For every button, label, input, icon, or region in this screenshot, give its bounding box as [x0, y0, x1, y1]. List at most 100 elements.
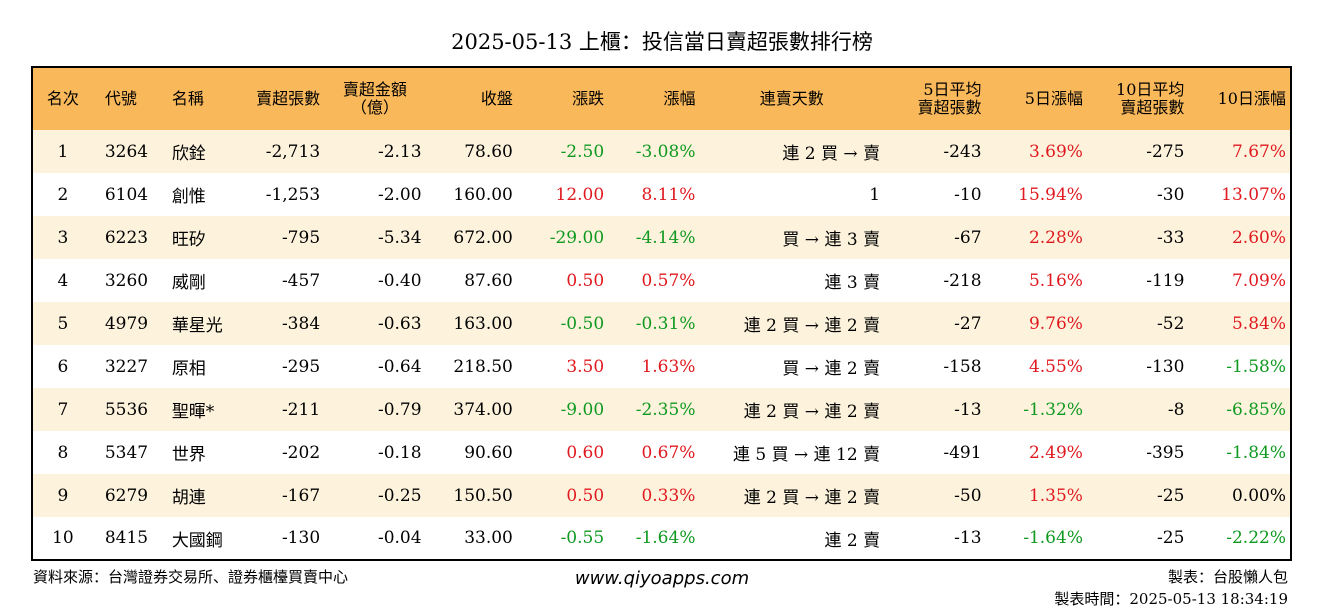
cell-sell-shares: -167 [281, 485, 321, 506]
cell-avg10: -52 [1157, 313, 1185, 334]
cell-rank: 6 [57, 356, 69, 377]
cell-avg10: -130 [1146, 356, 1185, 377]
cell-avg10: -25 [1157, 485, 1185, 506]
header-avg5-line2: 賣超張數 [917, 98, 982, 117]
cell-sell-shares: -295 [281, 356, 321, 377]
cell-name: 原相 [171, 359, 206, 379]
header-sell-shares: 賣超張數 [256, 89, 321, 108]
cell-change-pct: -0.31% [635, 313, 696, 334]
cell-close: 87.60 [464, 270, 513, 291]
cell-code: 8415 [104, 528, 149, 548]
cell-name: 創惟 [171, 187, 206, 207]
cell-sell-amount: -0.18 [377, 442, 422, 463]
table-row: 4 3260 威剛 -457 -0.40 87.60 0.50 0.57% 連 3 賣 -218 5… [32, 259, 1291, 302]
cell-code: 6223 [104, 227, 149, 248]
cell-change: 3.50 [566, 356, 605, 377]
table-row: 3 6223 旺矽 -795 -5.34 672.00 -29.00 -4.14% 買 → 連 … [32, 216, 1291, 259]
header-pct5: 5日漲幅 [1024, 89, 1083, 108]
table-row: 5 4979 華星光 -384 -0.63 163.00 -0.50 -0.31% 連 2 買 … [32, 302, 1291, 345]
footer-meta: 製表：台股懶人包 製表時間：2025-05-13 18:34:19 [1054, 566, 1288, 610]
cell-pct5: 1.35% [1028, 485, 1083, 506]
cell-avg10: -25 [1157, 528, 1185, 548]
cell-name: 大國鋼 [171, 530, 223, 551]
cell-sell-shares: -211 [281, 399, 321, 420]
cell-change: 0.50 [566, 270, 605, 291]
cell-change-pct: 0.57% [641, 270, 696, 291]
cell-code: 4979 [104, 313, 149, 334]
cell-sell-amount: -2.00 [377, 184, 422, 205]
header-avg5-line1: 5日平均 [923, 80, 982, 99]
header-avg10-line1: 10日平均 [1116, 80, 1185, 99]
cell-close: 218.50 [453, 356, 513, 377]
cell-sell-shares: -384 [281, 313, 321, 334]
cell-streak: 連 2 買 → 連 2 賣 [743, 402, 881, 422]
table-row: 7 5536 聖暉* -211 -0.79 374.00 -9.00 -2.35% 連 2 買 … [32, 388, 1291, 431]
cell-pct5: 15.94% [1018, 184, 1083, 205]
cell-sell-shares: -457 [281, 270, 321, 291]
header-sell-amount: 賣超金額 （億） [324, 67, 425, 130]
table-row: 10 8415 大國鋼 -130 -0.04 33.00 -0.55 -1.64% 連 2 賣 -… [32, 517, 1291, 560]
cell-change-pct: -1.64% [635, 528, 696, 548]
cell-avg5: -10 [954, 184, 982, 205]
table-maker: 製表：台股懶人包 [1167, 568, 1288, 586]
cell-name: 世界 [171, 445, 206, 465]
cell-close: 160.00 [453, 184, 513, 205]
cell-avg5: -27 [954, 313, 982, 334]
cell-change: -0.55 [560, 528, 605, 548]
cell-close: 163.00 [453, 313, 513, 334]
cell-close: 150.50 [453, 485, 513, 506]
cell-change: 0.60 [566, 442, 605, 463]
header-close: 收盤 [480, 89, 513, 108]
cell-rank: 7 [57, 399, 69, 420]
cell-avg10: -395 [1146, 442, 1185, 463]
cell-streak: 連 2 賣 [824, 530, 881, 551]
cell-pct10: 7.09% [1231, 270, 1286, 291]
cell-code: 3264 [104, 141, 149, 162]
cell-code: 5536 [104, 399, 149, 420]
cell-streak: 連 2 買 → 連 2 賣 [743, 316, 881, 336]
cell-pct5: 2.49% [1028, 442, 1083, 463]
cell-rank: 2 [57, 184, 69, 205]
cell-name: 胡連 [171, 488, 206, 508]
cell-change: -2.50 [560, 141, 605, 162]
cell-streak: 連 5 買 → 連 12 賣 [732, 445, 881, 465]
website-link[interactable]: www.qiyoapps.com [574, 568, 750, 589]
table-row: 1 3264 欣銓 -2,713 -2.13 78.60 -2.50 -3.08% 連 2 買 … [32, 130, 1291, 173]
cell-name: 聖暉* [171, 402, 215, 422]
cell-avg5: -158 [943, 356, 982, 377]
cell-pct5: 9.76% [1028, 313, 1083, 334]
table-row: 6 3227 原相 -295 -0.64 218.50 3.50 1.63% 買 → 連 2 賣… [32, 345, 1291, 388]
cell-sell-amount: -0.04 [377, 528, 422, 548]
cell-avg5: -243 [943, 141, 982, 162]
cell-streak: 買 → 連 2 賣 [782, 359, 881, 379]
cell-sell-amount: -0.40 [377, 270, 422, 291]
cell-sell-amount: -5.34 [377, 227, 422, 248]
ranking-table: 名次 代號 名稱 賣超張數 賣超金額 （億） 收盤 漲跌 漲幅 連賣天數 5日平均… [31, 66, 1292, 561]
cell-streak: 連 2 買 → 賣 [782, 144, 881, 164]
cell-change: 0.50 [566, 485, 605, 506]
header-rank: 名次 [46, 89, 79, 108]
made-time: 製表時間：2025-05-13 18:34:19 [1054, 590, 1288, 608]
cell-pct10: 0.00% [1231, 485, 1286, 506]
cell-avg5: -491 [943, 442, 982, 463]
header-sell-amount-line1: 賣超金額 [342, 80, 407, 99]
table-header-row: 名次 代號 名稱 賣超張數 賣超金額 （億） 收盤 漲跌 漲幅 連賣天數 5日平均… [32, 67, 1291, 130]
header-change: 漲跌 [572, 89, 605, 108]
cell-close: 672.00 [453, 227, 513, 248]
cell-sell-amount: -2.13 [377, 141, 422, 162]
cell-streak: 連 3 賣 [824, 273, 881, 293]
cell-pct5: 4.55% [1028, 356, 1083, 377]
cell-change: -9.00 [560, 399, 605, 420]
table-row: 8 5347 世界 -202 -0.18 90.60 0.60 0.67% 連 5 買 → 連 … [32, 431, 1291, 474]
table-row: 9 6279 胡連 -167 -0.25 150.50 0.50 0.33% 連 2 買 → 連… [32, 474, 1291, 517]
cell-streak: 1 [869, 184, 881, 205]
cell-streak: 買 → 連 3 賣 [782, 230, 881, 250]
header-avg10: 10日平均 賣超張數 [1087, 67, 1188, 130]
cell-sell-shares: -2,713 [265, 141, 321, 162]
cell-pct10: -1.84% [1226, 442, 1286, 463]
header-sell-amount-line2: （億） [350, 98, 399, 117]
cell-avg5: -67 [954, 227, 982, 248]
header-avg10-line2: 賣超張數 [1120, 98, 1185, 117]
header-code: 代號 [104, 89, 137, 108]
cell-change: 12.00 [555, 184, 605, 205]
